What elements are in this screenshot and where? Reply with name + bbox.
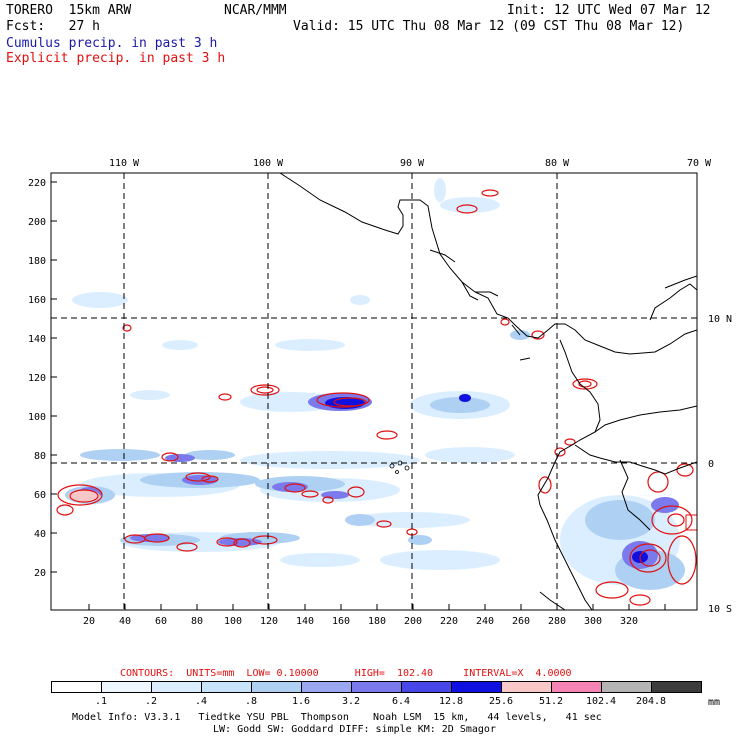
x-tick-labels: 20 40 60 80 100 120 140 160 180 200 220 … [83, 616, 638, 627]
contours-info: CONTOURS: UNITS=mm LOW= 0.10000 HIGH= 10… [120, 668, 572, 679]
x-tick: 40 [119, 616, 131, 627]
y-tick: 80 [34, 451, 46, 462]
lat-label: 0 [708, 459, 714, 470]
y-tick: 180 [28, 256, 46, 267]
lon-label: 80 W [545, 158, 570, 169]
y-tick: 100 [28, 412, 46, 423]
forecast-hour: Fcst: 27 h [6, 19, 100, 34]
colorbar-label: .1 [94, 696, 108, 707]
latlon-grid [51, 173, 697, 610]
colorbar-label: .2 [144, 696, 158, 707]
colorbar-swatch [251, 681, 302, 693]
colorbar-swatch [501, 681, 552, 693]
colorbar-unit: mm [708, 697, 721, 708]
precip-fields [56, 173, 697, 610]
x-tick: 200 [404, 616, 422, 627]
colorbar-label: 102.4 [585, 696, 617, 707]
x-tick: 20 [83, 616, 95, 627]
axis-ticks [51, 181, 666, 610]
model-name: TORERO 15km ARW [6, 3, 132, 18]
x-tick: 280 [548, 616, 566, 627]
colorbar-swatch [651, 681, 702, 693]
valid-time: Valid: 15 UTC Thu 08 Mar 12 (09 CST Thu … [293, 19, 685, 34]
coastlines [279, 173, 697, 610]
colorbar-swatch [451, 681, 502, 693]
x-tick: 140 [296, 616, 314, 627]
lat-label: 10 N [708, 314, 732, 325]
colorbar-swatch [551, 681, 602, 693]
x-tick: 300 [584, 616, 602, 627]
colorbar-label: .4 [194, 696, 208, 707]
explicit-heavy-area [68, 490, 100, 502]
colorbar-swatch [101, 681, 152, 693]
lon-label: 90 W [400, 158, 425, 169]
colorbar-label: 12.8 [438, 696, 464, 707]
x-tick: 60 [155, 616, 167, 627]
colorbar-swatch [351, 681, 402, 693]
lat-label: 10 S [708, 604, 732, 615]
y-tick: 20 [34, 568, 46, 579]
model-physics: LW: Godd SW: Goddard DIFF: simple KM: 2D… [213, 724, 496, 735]
x-tick: 100 [224, 616, 242, 627]
model-info: Model Info: V3.3.1 Tiedtke YSU PBL Thomp… [72, 712, 602, 723]
organization: NCAR/MMM [224, 3, 287, 18]
y-tick-labels: 20 40 60 80 100 120 140 160 180 200 220 [28, 178, 46, 579]
x-tick: 240 [476, 616, 494, 627]
y-tick: 40 [34, 529, 46, 540]
colorbar-swatch [401, 681, 452, 693]
explicit-contour-box [685, 514, 697, 531]
colorbar-label: 25.6 [488, 696, 514, 707]
x-tick: 260 [512, 616, 530, 627]
colorbar-label: 6.4 [391, 696, 411, 707]
colorbar-swatch [601, 681, 652, 693]
colorbar-label: .8 [244, 696, 258, 707]
y-tick: 140 [28, 334, 46, 345]
lon-label: 110 W [109, 158, 140, 169]
y-tick: 200 [28, 217, 46, 228]
colorbar-label: 1.6 [291, 696, 311, 707]
longitude-labels: 110 W 100 W 90 W 80 W 70 W [109, 158, 712, 169]
colorbar-swatch [151, 681, 202, 693]
lon-label: 100 W [253, 158, 284, 169]
x-tick: 220 [440, 616, 458, 627]
y-tick: 160 [28, 295, 46, 306]
colorbar-swatch [201, 681, 252, 693]
colorbar-swatch [301, 681, 352, 693]
map-frame [50, 172, 698, 611]
lon-label: 70 W [687, 158, 712, 169]
colorbar-label: 51.2 [538, 696, 564, 707]
colorbar-label: 3.2 [341, 696, 361, 707]
explicit-field-title: Explicit precip. in past 3 h [6, 51, 226, 66]
x-tick: 160 [332, 616, 350, 627]
latitude-labels: 10 N 0 10 S [708, 314, 732, 615]
cumulus-field-title: Cumulus precip. in past 3 h [6, 36, 218, 51]
x-tick: 180 [368, 616, 386, 627]
x-tick: 320 [620, 616, 638, 627]
y-tick: 60 [34, 490, 46, 501]
colorbar-swatch [51, 681, 102, 693]
y-tick: 220 [28, 178, 46, 189]
explicit-contours [56, 189, 697, 606]
init-time: Init: 12 UTC Wed 07 Mar 12 [507, 3, 711, 18]
y-tick: 120 [28, 373, 46, 384]
colorbar-label: 204.8 [635, 696, 667, 707]
x-tick: 120 [260, 616, 278, 627]
x-tick: 80 [191, 616, 203, 627]
